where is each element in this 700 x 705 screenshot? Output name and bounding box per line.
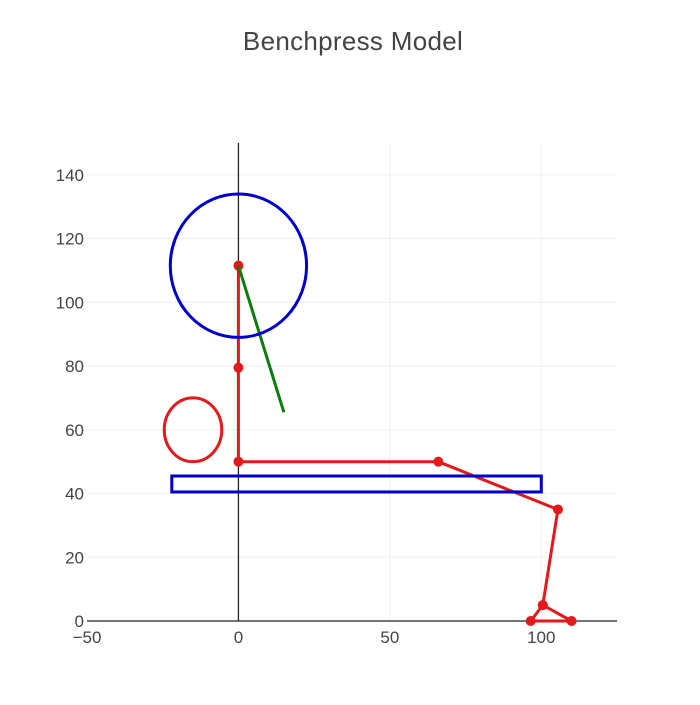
- joint-marker-0-6: [525, 616, 536, 626]
- x-tick-label-3: 100: [527, 628, 555, 647]
- circle-series-3: [162, 396, 224, 464]
- x-tick-label-1: 0: [234, 628, 243, 647]
- y-tick-label-2: 40: [65, 485, 84, 504]
- joint-marker-0-8: [537, 600, 548, 611]
- x-tick-label-0: −50: [73, 628, 102, 647]
- y-tick-label-5: 100: [56, 293, 84, 312]
- joint-marker-0-7: [566, 616, 577, 626]
- y-tick-label-7: 140: [56, 166, 84, 185]
- y-tick-label-1: 20: [65, 548, 84, 567]
- y-tick-label-6: 120: [56, 230, 84, 249]
- y-tick-label-3: 60: [65, 421, 84, 440]
- joint-marker-0-3: [433, 456, 444, 467]
- chart-title: Benchpress Model: [242, 26, 464, 56]
- body-polyline-series-0: [236, 265, 574, 623]
- joint-marker-0-2: [233, 456, 244, 467]
- joint-marker-0-4: [552, 504, 563, 515]
- y-tick-label-4: 80: [65, 357, 84, 376]
- y-tick-label-0: 0: [75, 612, 84, 631]
- joint-marker-0-1: [233, 362, 244, 373]
- bench-rect: [170, 474, 543, 494]
- circle-series-2: [168, 192, 309, 339]
- x-tick-label-2: 50: [380, 628, 399, 647]
- joint-marker-0-0: [233, 260, 244, 271]
- bar-line-series-1: [236, 265, 286, 413]
